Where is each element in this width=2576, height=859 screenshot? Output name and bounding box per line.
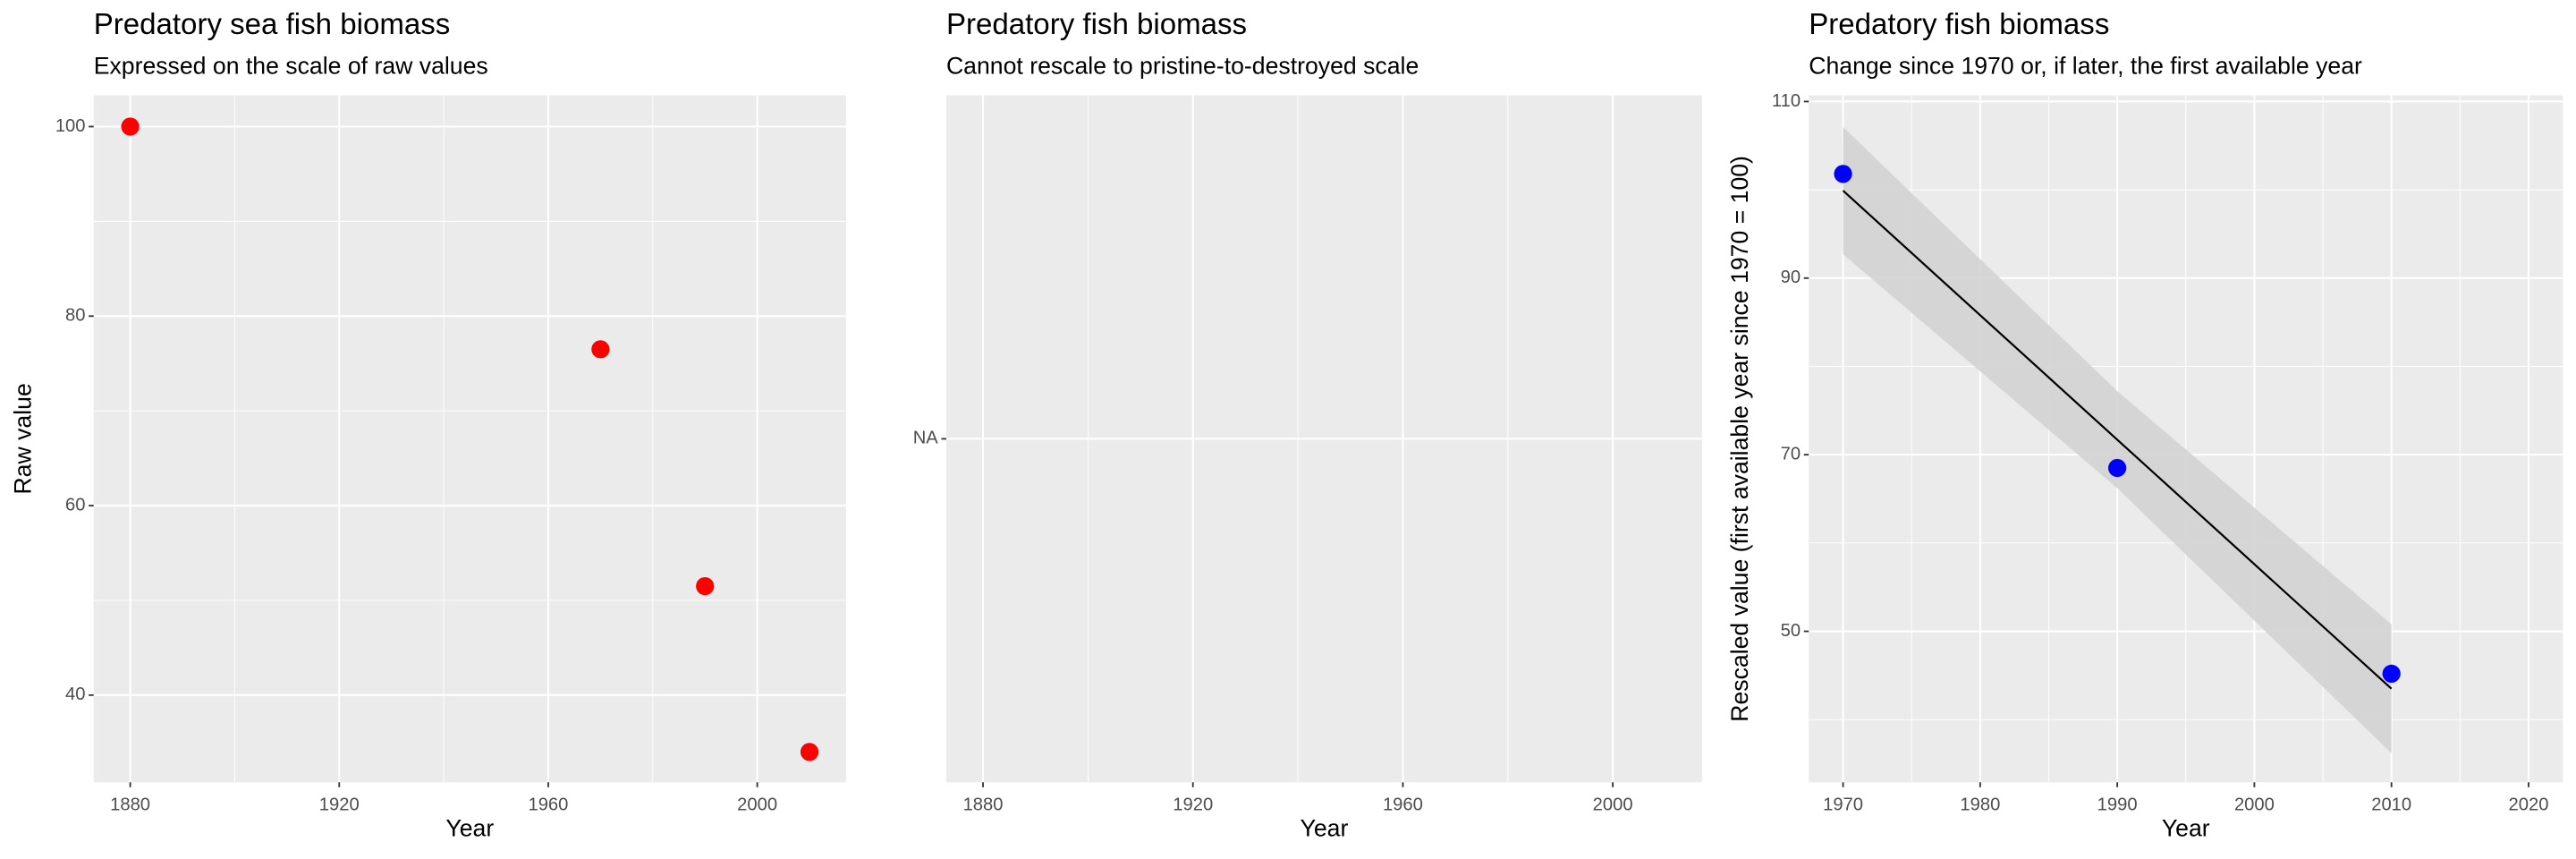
x-tick-label: 1960 <box>1383 795 1423 814</box>
y-tick-label: 100 <box>55 116 86 136</box>
y-tick-label: NA <box>913 429 939 448</box>
x-tick-label: 2000 <box>1593 795 1633 814</box>
y-tick-label: 50 <box>1781 621 1801 641</box>
chart-subtitle: Expressed on the scale of raw values <box>94 52 488 79</box>
chart-subtitle: Change since 1970 or, if later, the firs… <box>1809 52 2362 79</box>
chart-title: Predatory fish biomass <box>946 8 1247 41</box>
y-tick-label: 40 <box>65 685 85 704</box>
chart-title: Predatory sea fish biomass <box>94 8 451 41</box>
point <box>2382 664 2401 684</box>
x-tick-label: 2010 <box>2371 795 2411 814</box>
x-axis-title: Year <box>1301 815 1349 842</box>
point <box>696 576 715 596</box>
x-tick-label: 1880 <box>110 795 150 814</box>
y-tick-label: 80 <box>65 306 85 326</box>
y-axis-title: Rescaled value (first available year sin… <box>1726 156 1753 722</box>
point <box>591 340 610 359</box>
y-axis-title: Raw value <box>10 383 37 494</box>
point <box>121 117 140 136</box>
plot-background <box>93 95 846 783</box>
x-tick-label: 1880 <box>963 795 1004 814</box>
x-tick-label: 2020 <box>2509 795 2549 814</box>
y-tick-label: 90 <box>1781 268 1801 287</box>
x-axis-title: Year <box>445 815 494 842</box>
x-axis-title: Year <box>2162 815 2210 842</box>
x-tick-label: 1990 <box>2097 795 2138 814</box>
fit-line <box>1842 190 2393 690</box>
x-tick-label: 1980 <box>1960 795 2000 814</box>
y-tick-label: 70 <box>1781 445 1801 464</box>
point <box>800 743 819 761</box>
x-tick-label: 1960 <box>528 795 568 814</box>
x-tick-label: 2000 <box>2234 795 2275 814</box>
point <box>1834 165 1852 183</box>
x-tick-label: 1920 <box>1173 795 1213 814</box>
chart-subtitle: Cannot rescale to pristine-to-destroyed … <box>946 52 1419 79</box>
x-tick-label: 2000 <box>737 795 777 814</box>
chart-title: Predatory fish biomass <box>1809 8 2109 41</box>
y-tick-label: 110 <box>1772 91 1801 111</box>
x-tick-label: 1970 <box>1823 795 1863 814</box>
x-tick-label: 1920 <box>319 795 360 814</box>
point <box>2108 458 2127 478</box>
y-tick-label: 60 <box>65 495 85 515</box>
